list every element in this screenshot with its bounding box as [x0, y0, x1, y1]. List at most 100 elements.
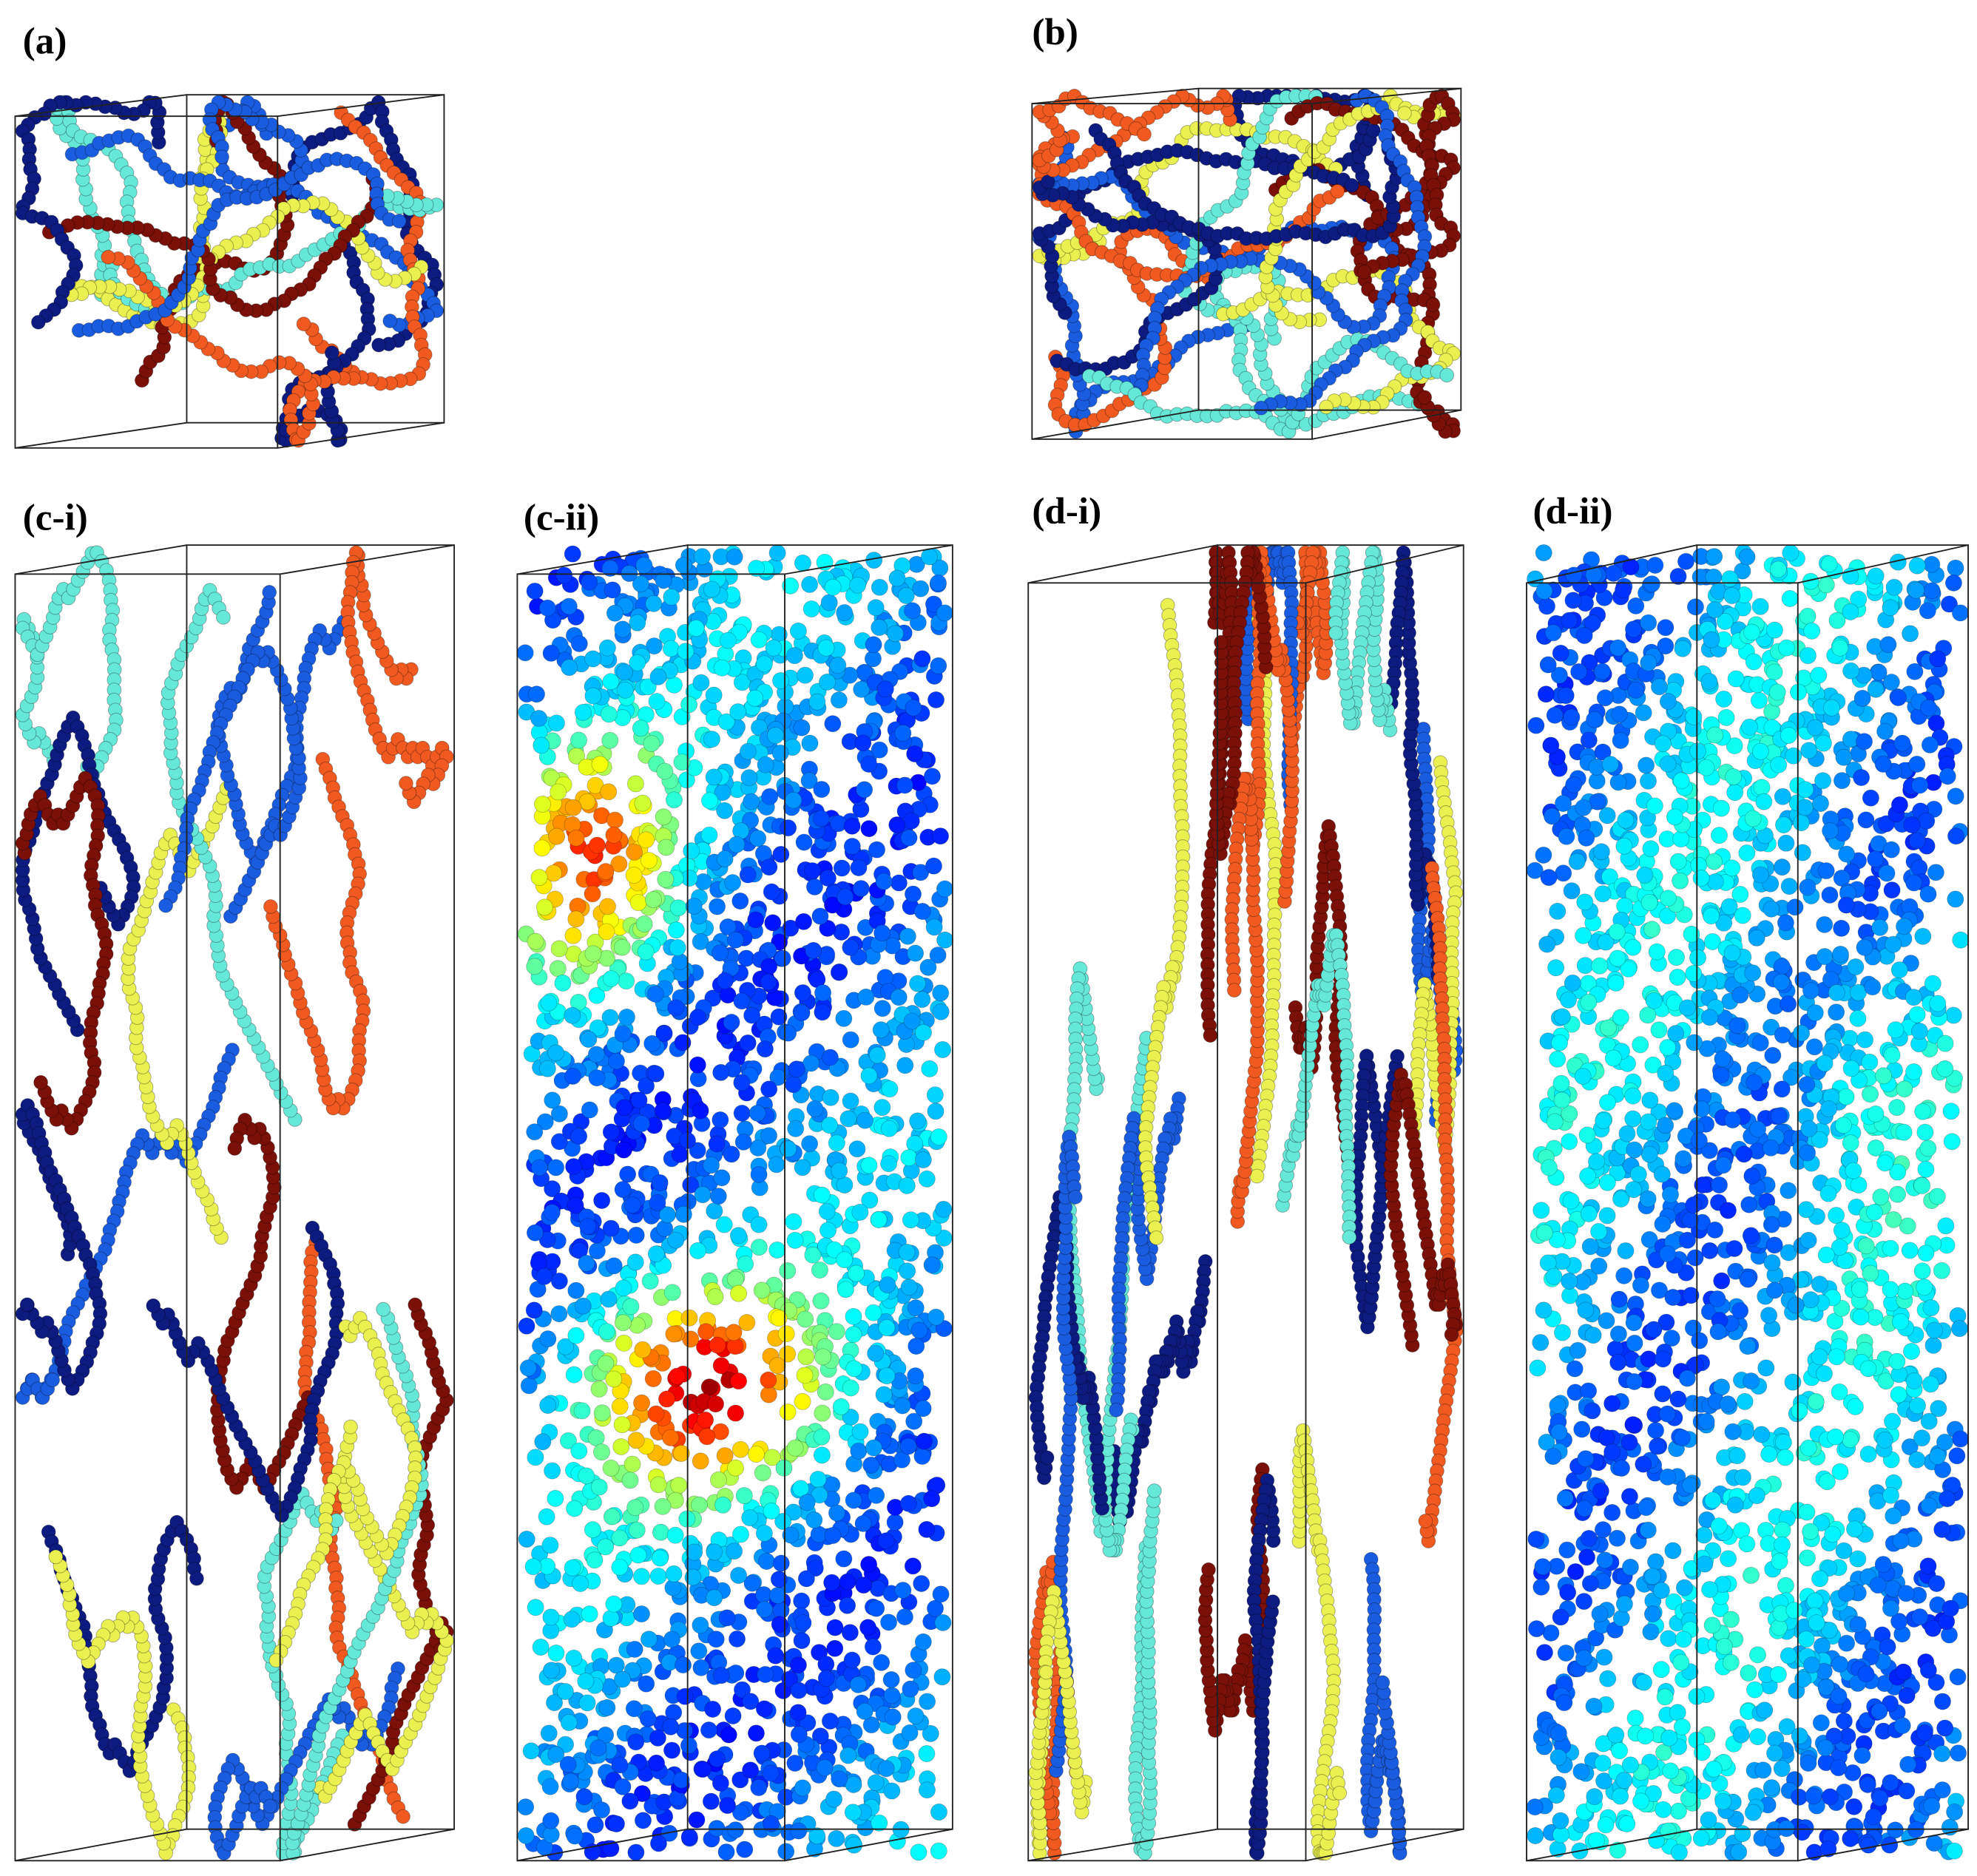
- bead: [603, 971, 619, 987]
- bead: [822, 1713, 838, 1729]
- bead: [805, 942, 822, 958]
- bead: [787, 1232, 803, 1248]
- bead: [913, 1575, 930, 1591]
- bead: [900, 1438, 916, 1455]
- bead: [837, 604, 853, 620]
- bead: [785, 1077, 802, 1093]
- bead: [845, 1492, 862, 1508]
- bead: [606, 1596, 622, 1612]
- bead: [628, 1734, 644, 1750]
- bead: [638, 832, 654, 848]
- bead: [798, 1571, 814, 1587]
- bead: [606, 812, 623, 828]
- bead: [902, 1212, 919, 1228]
- bead: [812, 908, 828, 924]
- bead: [527, 583, 543, 599]
- bead: [730, 1567, 746, 1583]
- bead: [874, 1000, 891, 1017]
- bead: [527, 1449, 544, 1466]
- bead: [675, 557, 692, 573]
- bead: [748, 1725, 764, 1741]
- bead: [728, 1665, 744, 1681]
- bead: [580, 1218, 596, 1234]
- bead: [763, 1765, 779, 1781]
- panel: (a): [15, 20, 444, 448]
- bead: [655, 809, 672, 825]
- bead: [836, 1551, 852, 1567]
- bead: [604, 1508, 620, 1525]
- bead: [641, 853, 657, 869]
- particles: [1029, 546, 1463, 1860]
- bead: [599, 898, 615, 915]
- bead: [786, 647, 802, 663]
- bead: [865, 1440, 882, 1456]
- bead: [709, 1136, 725, 1152]
- bead: [681, 1310, 697, 1326]
- bead: [761, 859, 777, 876]
- bead: [666, 1565, 682, 1582]
- bead: [624, 1456, 641, 1472]
- bead: [703, 581, 720, 597]
- bead: [561, 598, 577, 614]
- bead: [701, 1379, 717, 1395]
- bead: [861, 821, 877, 837]
- bead: [889, 570, 905, 586]
- bead: [636, 915, 652, 932]
- bead: [585, 688, 601, 704]
- bead: [780, 1141, 797, 1157]
- bead: [720, 1727, 737, 1743]
- bead: [706, 1203, 723, 1219]
- bead: [901, 830, 917, 846]
- bead: [899, 1244, 915, 1260]
- bead: [591, 1381, 607, 1397]
- bead: [581, 574, 598, 590]
- bead: [543, 645, 559, 661]
- bead: [879, 1367, 895, 1384]
- panel-label: (a): [23, 20, 67, 62]
- bead: [818, 640, 834, 656]
- bead: [765, 915, 781, 931]
- bead: [628, 1844, 644, 1860]
- bead: [547, 1159, 564, 1176]
- bead: [701, 827, 717, 843]
- bead: [879, 1320, 895, 1336]
- bead: [703, 731, 720, 748]
- bead: [700, 1721, 717, 1738]
- bead: [924, 1491, 940, 1507]
- bead: [587, 1552, 603, 1568]
- bead: [688, 620, 704, 636]
- bead: [930, 1804, 947, 1820]
- bead: [916, 1433, 932, 1449]
- bead: [547, 1045, 564, 1061]
- bead: [589, 837, 605, 853]
- bead: [565, 927, 581, 944]
- bead: [878, 1533, 894, 1549]
- bead: [763, 1503, 780, 1519]
- bead: [837, 1252, 853, 1268]
- bead: [549, 828, 565, 844]
- bead: [663, 589, 680, 605]
- bead: [919, 1521, 935, 1537]
- bead: [714, 660, 730, 676]
- bead: [663, 1631, 680, 1648]
- bead: [757, 1666, 774, 1682]
- bead: [648, 1406, 664, 1422]
- bead: [828, 1324, 845, 1340]
- bead: [646, 595, 662, 612]
- bead: [640, 1710, 656, 1727]
- bead: [598, 924, 615, 940]
- bead: [548, 1645, 564, 1661]
- bead: [856, 1577, 872, 1593]
- bead: [885, 1709, 901, 1725]
- bead: [518, 1531, 535, 1547]
- bead: [882, 1081, 898, 1097]
- bead: [873, 1022, 889, 1038]
- bead: [876, 873, 892, 890]
- bead: [772, 672, 788, 688]
- bead: [663, 640, 679, 657]
- bead: [531, 1159, 547, 1176]
- bead: [908, 1367, 924, 1384]
- bead: [797, 1311, 814, 1327]
- bead: [709, 898, 725, 915]
